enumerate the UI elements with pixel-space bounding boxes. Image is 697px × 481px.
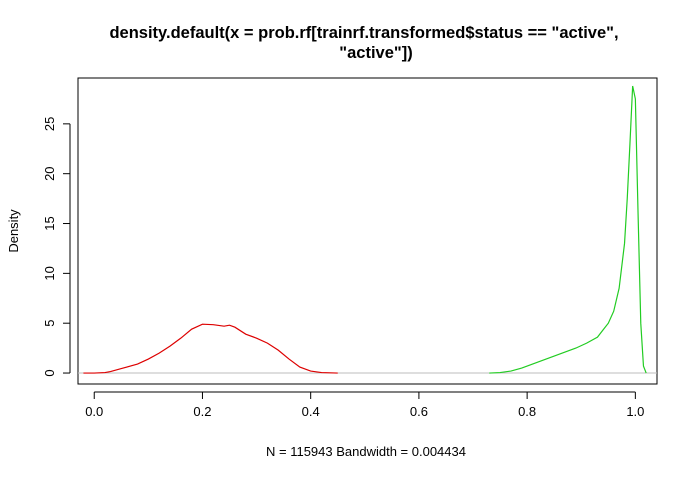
- x-tick-label: 0.4: [302, 404, 320, 419]
- x-axis: 0.0 0.2 0.4 0.6 0.8 1.0: [85, 391, 644, 419]
- series-layer: [83, 85, 647, 374]
- y-tick-label: 5: [42, 320, 57, 327]
- y-tick-label: 0: [42, 369, 57, 376]
- x-tick-label: 0.2: [193, 404, 211, 419]
- plot-area-frame: [77, 77, 658, 385]
- x-axis-label: N = 115943 Bandwidth = 0.004434: [266, 444, 466, 459]
- y-axis: 0 5 10 15 20 25: [42, 117, 71, 377]
- x-tick-label: 0.6: [410, 404, 428, 419]
- density-series-1: [83, 323, 338, 374]
- y-tick-label: 10: [42, 266, 57, 280]
- y-tick-label: 20: [42, 166, 57, 180]
- y-tick-label: 25: [42, 117, 57, 131]
- x-tick-label: 1.0: [626, 404, 644, 419]
- chart-title-line-2: "active"]): [339, 44, 412, 62]
- chart-title-line-1: density.default(x = prob.rf[trainrf.tran…: [109, 24, 618, 42]
- y-tick-label: 15: [42, 216, 57, 230]
- density-series-2: [489, 85, 647, 374]
- x-tick-label: 0.0: [85, 404, 103, 419]
- y-axis-label: Density: [6, 209, 21, 253]
- x-tick-label: 0.8: [518, 404, 536, 419]
